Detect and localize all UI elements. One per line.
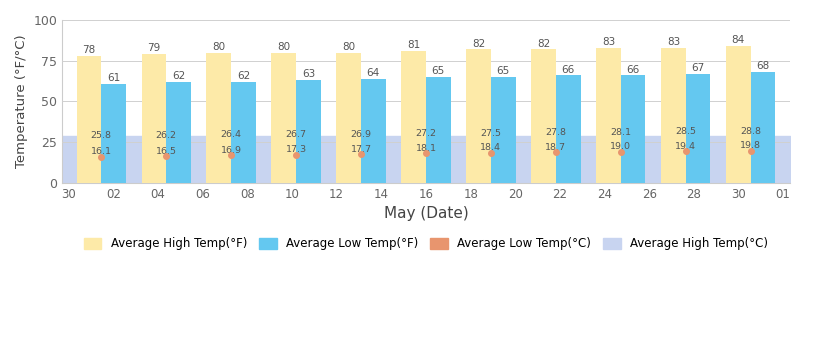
- Text: 16.9: 16.9: [221, 146, 242, 155]
- Bar: [166, 82, 191, 183]
- Text: 17.7: 17.7: [350, 144, 372, 153]
- Text: 18.4: 18.4: [481, 143, 501, 152]
- Text: 62: 62: [237, 71, 250, 81]
- Bar: [491, 77, 515, 183]
- Text: 83: 83: [666, 37, 680, 47]
- Text: 83: 83: [602, 37, 615, 47]
- Bar: [101, 84, 126, 183]
- Bar: [296, 80, 320, 183]
- Bar: [596, 48, 621, 183]
- X-axis label: May (Date): May (Date): [383, 206, 468, 221]
- Bar: [466, 49, 491, 183]
- Text: 84: 84: [732, 35, 745, 45]
- Text: 62: 62: [172, 71, 185, 81]
- Bar: [336, 52, 361, 183]
- Bar: [686, 74, 710, 183]
- Text: 27.8: 27.8: [545, 128, 566, 137]
- Text: 26.7: 26.7: [286, 130, 306, 139]
- Text: 28.5: 28.5: [676, 127, 696, 136]
- Text: 19.0: 19.0: [610, 143, 632, 151]
- Bar: [726, 46, 750, 183]
- Text: 17.3: 17.3: [286, 145, 306, 154]
- Text: 80: 80: [277, 42, 290, 52]
- Bar: [142, 54, 166, 183]
- Text: 81: 81: [407, 40, 420, 50]
- Text: 27.5: 27.5: [481, 129, 501, 138]
- Bar: [207, 52, 231, 183]
- Text: 18.1: 18.1: [416, 144, 437, 153]
- Text: 65: 65: [432, 66, 445, 76]
- Text: 61: 61: [107, 73, 120, 83]
- Text: 25.8: 25.8: [90, 131, 112, 140]
- Legend: Average High Temp(°F), Average Low Temp(°F), Average Low Temp(°C), Average High : Average High Temp(°F), Average Low Temp(…: [79, 233, 773, 255]
- Bar: [750, 72, 775, 183]
- Text: 80: 80: [342, 42, 355, 52]
- Text: 26.9: 26.9: [350, 130, 372, 139]
- Bar: [231, 82, 256, 183]
- Text: 26.2: 26.2: [156, 131, 177, 140]
- Text: 82: 82: [472, 38, 486, 49]
- Text: 66: 66: [627, 64, 640, 75]
- Bar: [531, 49, 556, 183]
- Bar: [401, 51, 426, 183]
- Text: 79: 79: [147, 43, 160, 54]
- Bar: [556, 75, 580, 183]
- Text: 82: 82: [537, 38, 550, 49]
- Text: 68: 68: [756, 61, 769, 71]
- Text: 28.1: 28.1: [610, 128, 632, 136]
- Bar: [621, 75, 646, 183]
- Text: 64: 64: [367, 68, 380, 78]
- Bar: [361, 79, 386, 183]
- Bar: [271, 52, 296, 183]
- Text: 78: 78: [82, 45, 95, 55]
- Text: 66: 66: [562, 64, 575, 75]
- Text: 26.4: 26.4: [221, 130, 242, 139]
- Y-axis label: Temperature (°F/°C): Temperature (°F/°C): [15, 35, 28, 168]
- Text: 67: 67: [691, 63, 705, 73]
- Text: 27.2: 27.2: [416, 129, 437, 138]
- Text: 19.8: 19.8: [740, 141, 761, 150]
- Text: 19.4: 19.4: [676, 142, 696, 151]
- Text: 16.5: 16.5: [156, 147, 177, 156]
- Text: 80: 80: [212, 42, 226, 52]
- Text: 16.1: 16.1: [90, 147, 112, 156]
- Text: 18.7: 18.7: [545, 143, 566, 152]
- Text: 63: 63: [302, 70, 315, 80]
- Text: 65: 65: [496, 66, 510, 76]
- Bar: [426, 77, 451, 183]
- Bar: [661, 48, 686, 183]
- Text: 28.8: 28.8: [740, 126, 761, 135]
- Bar: [76, 56, 101, 183]
